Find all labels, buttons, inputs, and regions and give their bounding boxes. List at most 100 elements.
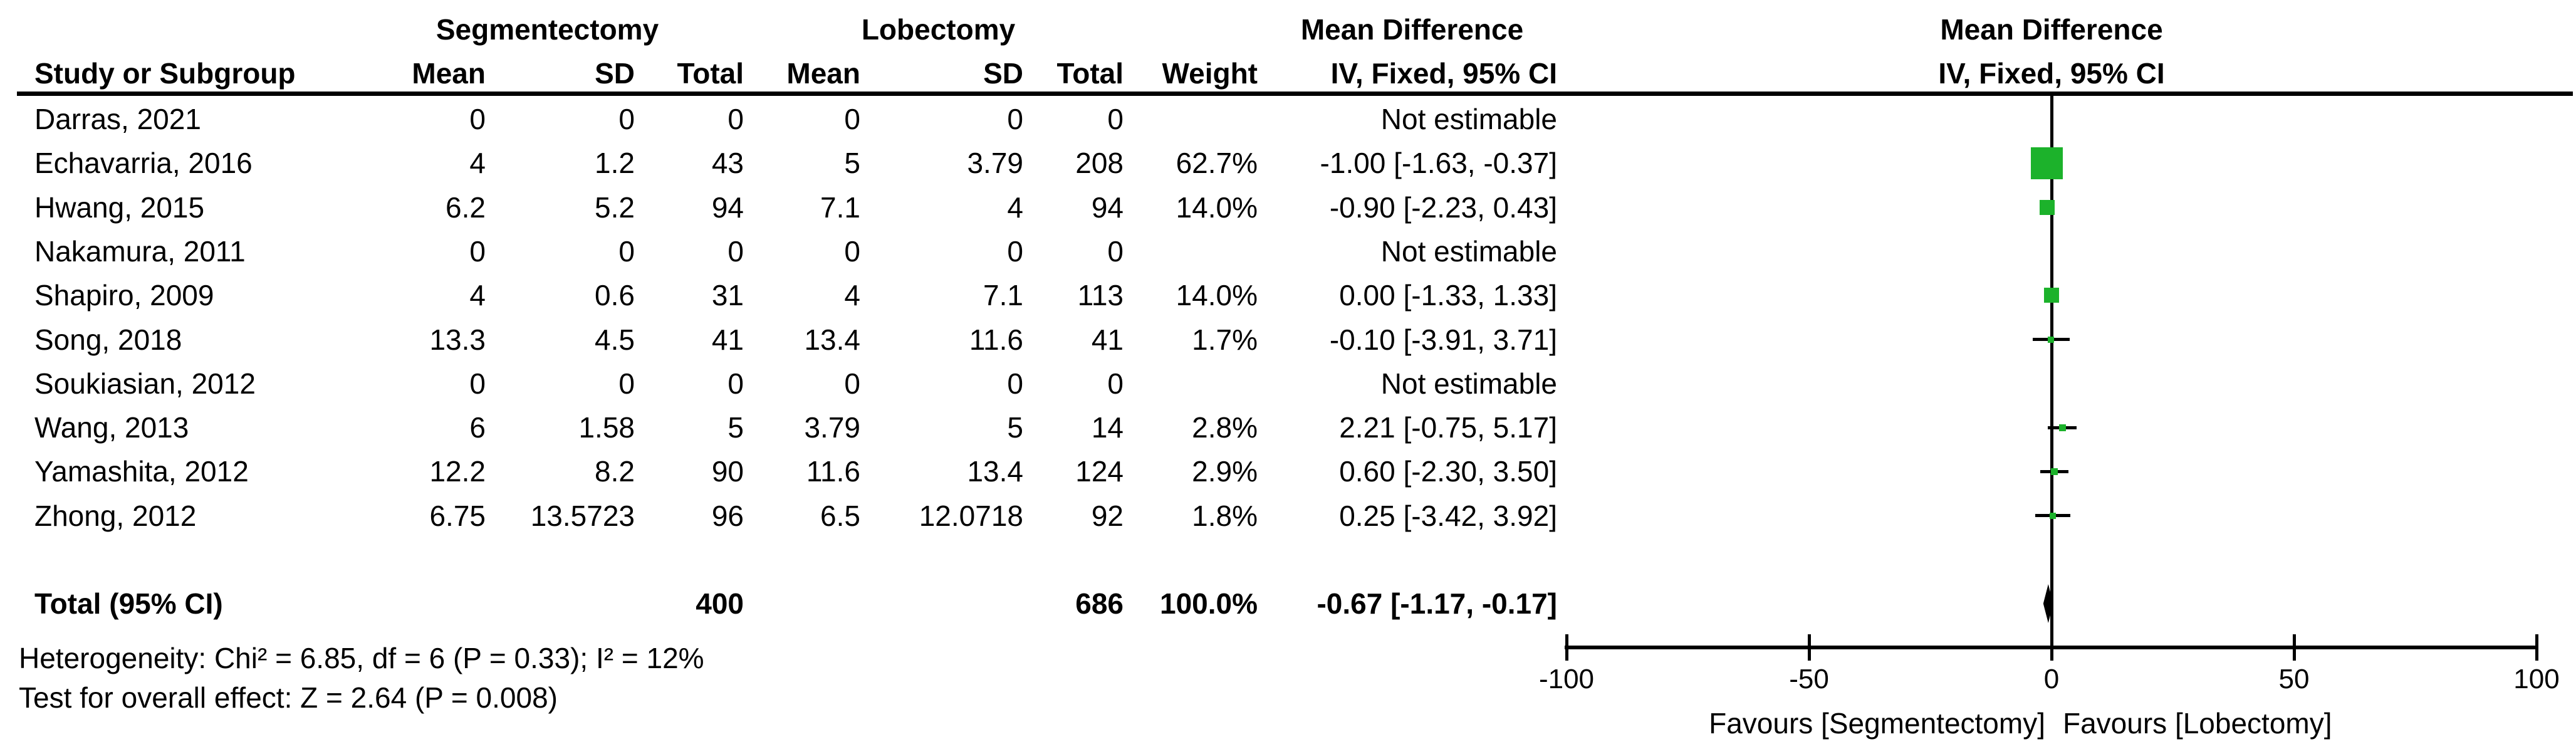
column-header-mean-lob: Mean (786, 57, 860, 90)
cell-mean2: 6.5 (820, 499, 860, 532)
x-axis-tick (2050, 634, 2053, 661)
cell-ci: Not estimable (1380, 367, 1557, 400)
cell-total1: 96 (711, 499, 744, 532)
cell-ci: -0.10 [-3.91, 3.71] (1329, 323, 1557, 356)
x-axis-tick (1565, 634, 1568, 661)
cell-sd1: 1.2 (595, 147, 635, 180)
table-row: Wang, 2013 6 1.58 5 3.79 5 14 2.8% 2.21 [-0.75, … (0, 406, 1567, 449)
effect-square (2058, 424, 2066, 431)
cell-sd2: 0 (1007, 234, 1023, 268)
overall-effect-note: Test for overall effect: Z = 2.64 (P = 0… (19, 681, 558, 714)
x-axis-tick-label: -100 (1538, 664, 1595, 694)
cell-total2: 41 (1091, 323, 1124, 356)
total-row-total-lob: 686 (1075, 587, 1124, 620)
cell-weight: 14.0% (1176, 279, 1258, 312)
table-row: Yamashita, 2012 12.2 8.2 90 11.6 13.4 124 2.9% 0… (0, 449, 1567, 493)
cell-sd2: 11.6 (969, 323, 1023, 356)
cell-total1: 31 (711, 279, 744, 312)
cell-ci: Not estimable (1380, 234, 1557, 268)
column-header-sd-lob: SD (983, 57, 1023, 90)
effect-square (2040, 199, 2055, 215)
cell-total2: 113 (1077, 279, 1124, 312)
column-header-ci-table: IV, Fixed, 95% CI (1330, 57, 1557, 90)
cell-total2: 124 (1075, 455, 1124, 488)
cell-total1: 94 (711, 191, 744, 224)
cell-sd2: 0 (1007, 103, 1023, 135)
cell-study: Soukiasian, 2012 (34, 367, 256, 400)
cell-mean2: 7.1 (820, 191, 860, 224)
cell-mean1: 0 (469, 234, 486, 268)
cell-mean1: 6.75 (429, 499, 486, 532)
cell-total2: 14 (1091, 411, 1124, 444)
cell-sd2: 4 (1007, 191, 1023, 224)
cell-sd1: 0 (618, 367, 635, 400)
table-row: Shapiro, 2009 4 0.6 31 4 7.1 113 14.0% 0.00 [-1.… (0, 273, 1567, 317)
cell-ci: 0.25 [-3.42, 3.92] (1339, 499, 1557, 532)
cell-sd1: 5.2 (595, 191, 635, 224)
column-header-ci-plot: IV, Fixed, 95% CI (1938, 57, 2165, 90)
cell-total2: 94 (1091, 191, 1124, 224)
cell-total2: 92 (1091, 499, 1124, 532)
cell-ci: 0.00 [-1.33, 1.33] (1339, 279, 1557, 312)
cell-total2: 208 (1075, 147, 1124, 180)
cell-mean1: 6 (469, 411, 486, 444)
cell-mean2: 0 (844, 103, 860, 135)
effect-square (2049, 512, 2056, 519)
cell-mean2: 5 (844, 147, 860, 180)
cell-ci: Not estimable (1380, 103, 1557, 135)
total-row-ci: -0.67 [-1.17, -0.17] (1317, 587, 1557, 620)
cell-total1: 0 (727, 234, 744, 268)
cell-ci: -1.00 [-1.63, -0.37] (1320, 147, 1557, 180)
table-row: Hwang, 2015 6.2 5.2 94 7.1 4 94 14.0% -0.90 [-2.… (0, 186, 1567, 229)
cell-sd2: 0 (1007, 367, 1023, 400)
cell-total1: 0 (727, 367, 744, 400)
cell-sd1: 1.58 (578, 411, 635, 444)
total-row-total-seg: 400 (696, 587, 744, 620)
cell-mean1: 12.2 (429, 455, 486, 488)
x-axis-tick (2535, 634, 2538, 661)
table-row: Soukiasian, 2012 0 0 0 0 0 0 Not estimable (0, 362, 1567, 406)
total-row: Total (95% CI) 400 686 100.0% -0.67 [-1.… (0, 582, 1567, 626)
table-row: Darras, 2021 0 0 0 0 0 0 Not estimable (0, 97, 1567, 141)
cell-sd1: 0.6 (595, 279, 635, 312)
cell-total1: 0 (727, 103, 744, 135)
cell-study: Nakamura, 2011 (34, 234, 246, 268)
cell-study: Yamashita, 2012 (34, 455, 249, 488)
cell-mean2: 13.4 (804, 323, 860, 356)
cell-mean2: 11.6 (806, 455, 860, 488)
cell-weight: 2.8% (1192, 411, 1258, 444)
cell-mean1: 4 (469, 147, 486, 180)
column-header-mean-seg: Mean (412, 57, 486, 90)
cell-sd1: 13.5723 (530, 499, 635, 532)
total-row-label: Total (95% CI) (34, 587, 223, 620)
cell-mean2: 0 (844, 234, 860, 268)
group-header-mean-difference-plot: Mean Difference (1940, 13, 2163, 46)
cell-sd1: 0 (618, 234, 635, 268)
group-header-lobectomy: Lobectomy (861, 13, 1016, 46)
column-header-study: Study or Subgroup (34, 57, 296, 90)
cell-sd2: 3.79 (967, 147, 1023, 180)
x-axis-tick (1807, 634, 1811, 661)
total-diamond (2043, 584, 2053, 623)
zero-effect-line (2050, 96, 2053, 647)
cell-sd1: 8.2 (595, 455, 635, 488)
cell-sd2: 12.0718 (919, 499, 1023, 532)
cell-weight: 62.7% (1176, 147, 1258, 180)
x-axis-tick-label: -50 (1789, 664, 1829, 694)
x-axis-tick-label: 100 (2513, 664, 2560, 694)
cell-study: Darras, 2021 (34, 103, 201, 135)
cell-mean2: 3.79 (804, 411, 860, 444)
favours-left-label: Favours [Segmentectomy] (1709, 707, 2045, 740)
cell-ci: -0.90 [-2.23, 0.43] (1329, 191, 1557, 224)
x-axis-tick-label: 0 (2043, 664, 2060, 694)
cell-mean1: 13.3 (429, 323, 486, 356)
cell-sd1: 0 (618, 103, 635, 135)
cell-weight: 1.8% (1192, 499, 1258, 532)
cell-study: Echavarria, 2016 (34, 147, 253, 180)
cell-mean1: 6.2 (446, 191, 486, 224)
table-row: Song, 2018 13.3 4.5 41 13.4 11.6 41 1.7% -0.10 [… (0, 318, 1567, 362)
total-row-weight: 100.0% (1159, 587, 1258, 620)
effect-square (2051, 468, 2058, 475)
